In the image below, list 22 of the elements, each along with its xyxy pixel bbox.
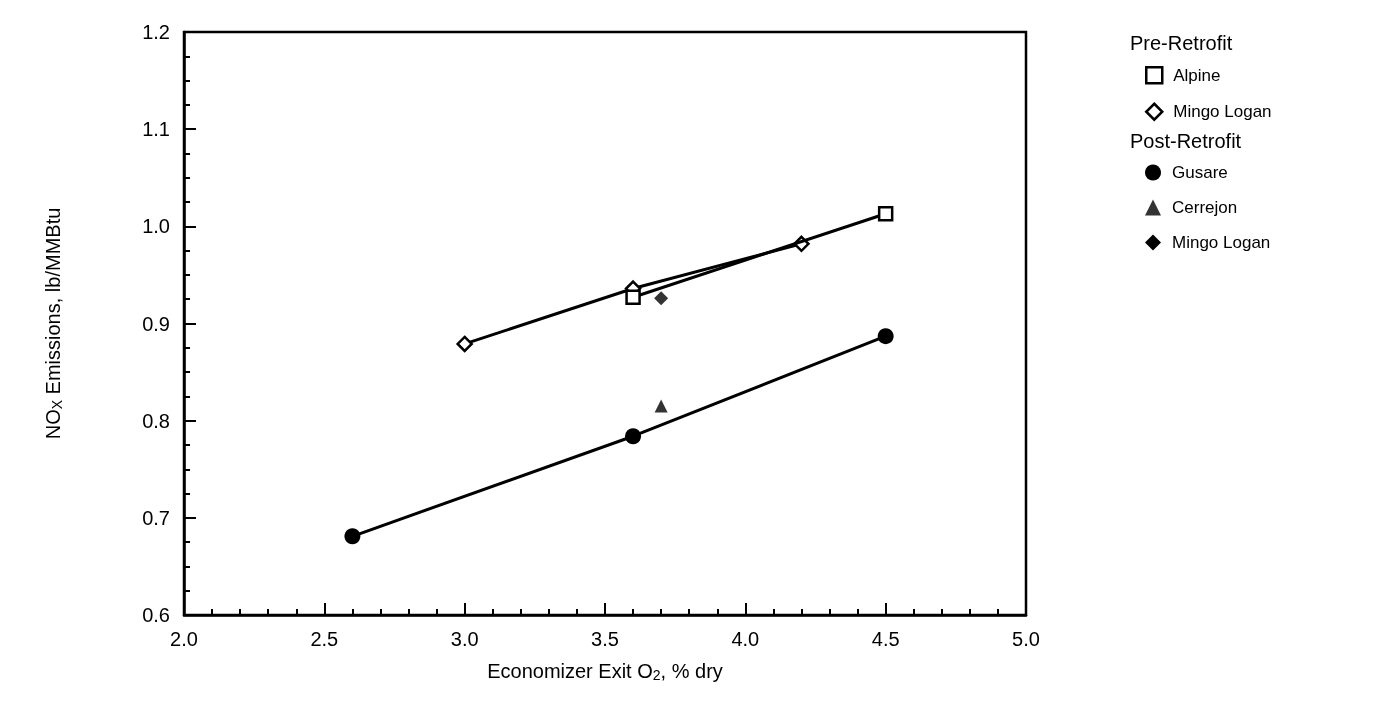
y-tick-label: 0.6 [142,604,170,626]
legend-label: Gusare [1172,163,1228,182]
y-tick-label: 1.0 [142,215,170,238]
text: Post-Retrofit [1130,130,1242,152]
x-tick-label: 3.0 [450,628,479,650]
y-tick-label: 1.2 [142,21,170,43]
y-tick-label: 1.1 [142,118,170,141]
x-tick-label: 4.0 [731,628,760,650]
x-tick-label: 5.0 [1012,628,1040,650]
x-tick-label: 2.0 [170,628,198,650]
x-tick-label: 4.5 [871,628,900,650]
legend-label: Alpine [1173,65,1221,85]
x-tick-label: 3.5 [591,628,619,650]
y-axis-title: NOX Emissions, lb/MMBtu [42,207,65,440]
text: Pre-Retrofit [1130,32,1233,54]
y-tick-label: 0.7 [142,506,170,529]
legend-label: Mingo Logan [1173,102,1272,122]
x-tick-label: 2.5 [310,628,339,650]
legend-label: Mingo Logan [1172,233,1271,252]
y-tick-label: 0.9 [142,312,170,335]
y-tick-label: 0.8 [142,409,170,432]
legend-label: Cerrejon [1172,198,1238,217]
